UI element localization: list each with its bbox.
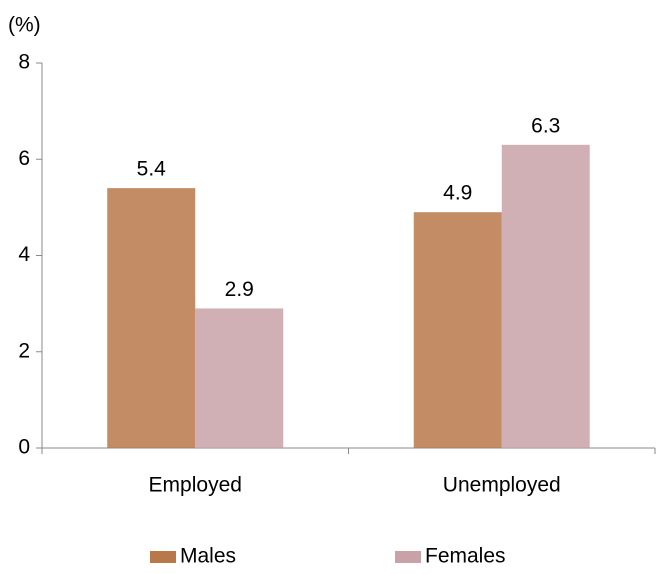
bar — [195, 308, 283, 448]
x-tick-label: Employed — [149, 474, 242, 497]
bar — [107, 188, 195, 448]
chart: (%) 0 2 4 6 8 Employed 5.4 2.9 Unemployed 4.9 6.3 M… — [0, 0, 670, 574]
y-tick-label: 4 — [18, 243, 30, 266]
y-tick-label: 8 — [18, 51, 30, 74]
y-tick-label: 6 — [18, 147, 30, 170]
legend-swatch — [395, 551, 421, 563]
page: (%) 0 2 4 6 8 Employed 5.4 2.9 Unemployed 4.9 6.3 M… — [0, 0, 670, 574]
data-label: 4.9 — [443, 182, 472, 205]
legend-swatch — [150, 551, 176, 563]
x-tick-label: Unemployed — [443, 474, 561, 497]
bar — [502, 145, 590, 448]
data-label: 6.3 — [531, 114, 560, 137]
y-axis-label: (%) — [8, 14, 41, 37]
bar — [414, 212, 502, 448]
y-tick-label: 2 — [18, 339, 30, 362]
y-tick-label: 0 — [18, 436, 30, 459]
data-label: 5.4 — [137, 158, 167, 181]
data-label: 2.9 — [225, 278, 254, 301]
legend-label: Females — [425, 545, 506, 568]
legend-label: Males — [180, 545, 236, 568]
